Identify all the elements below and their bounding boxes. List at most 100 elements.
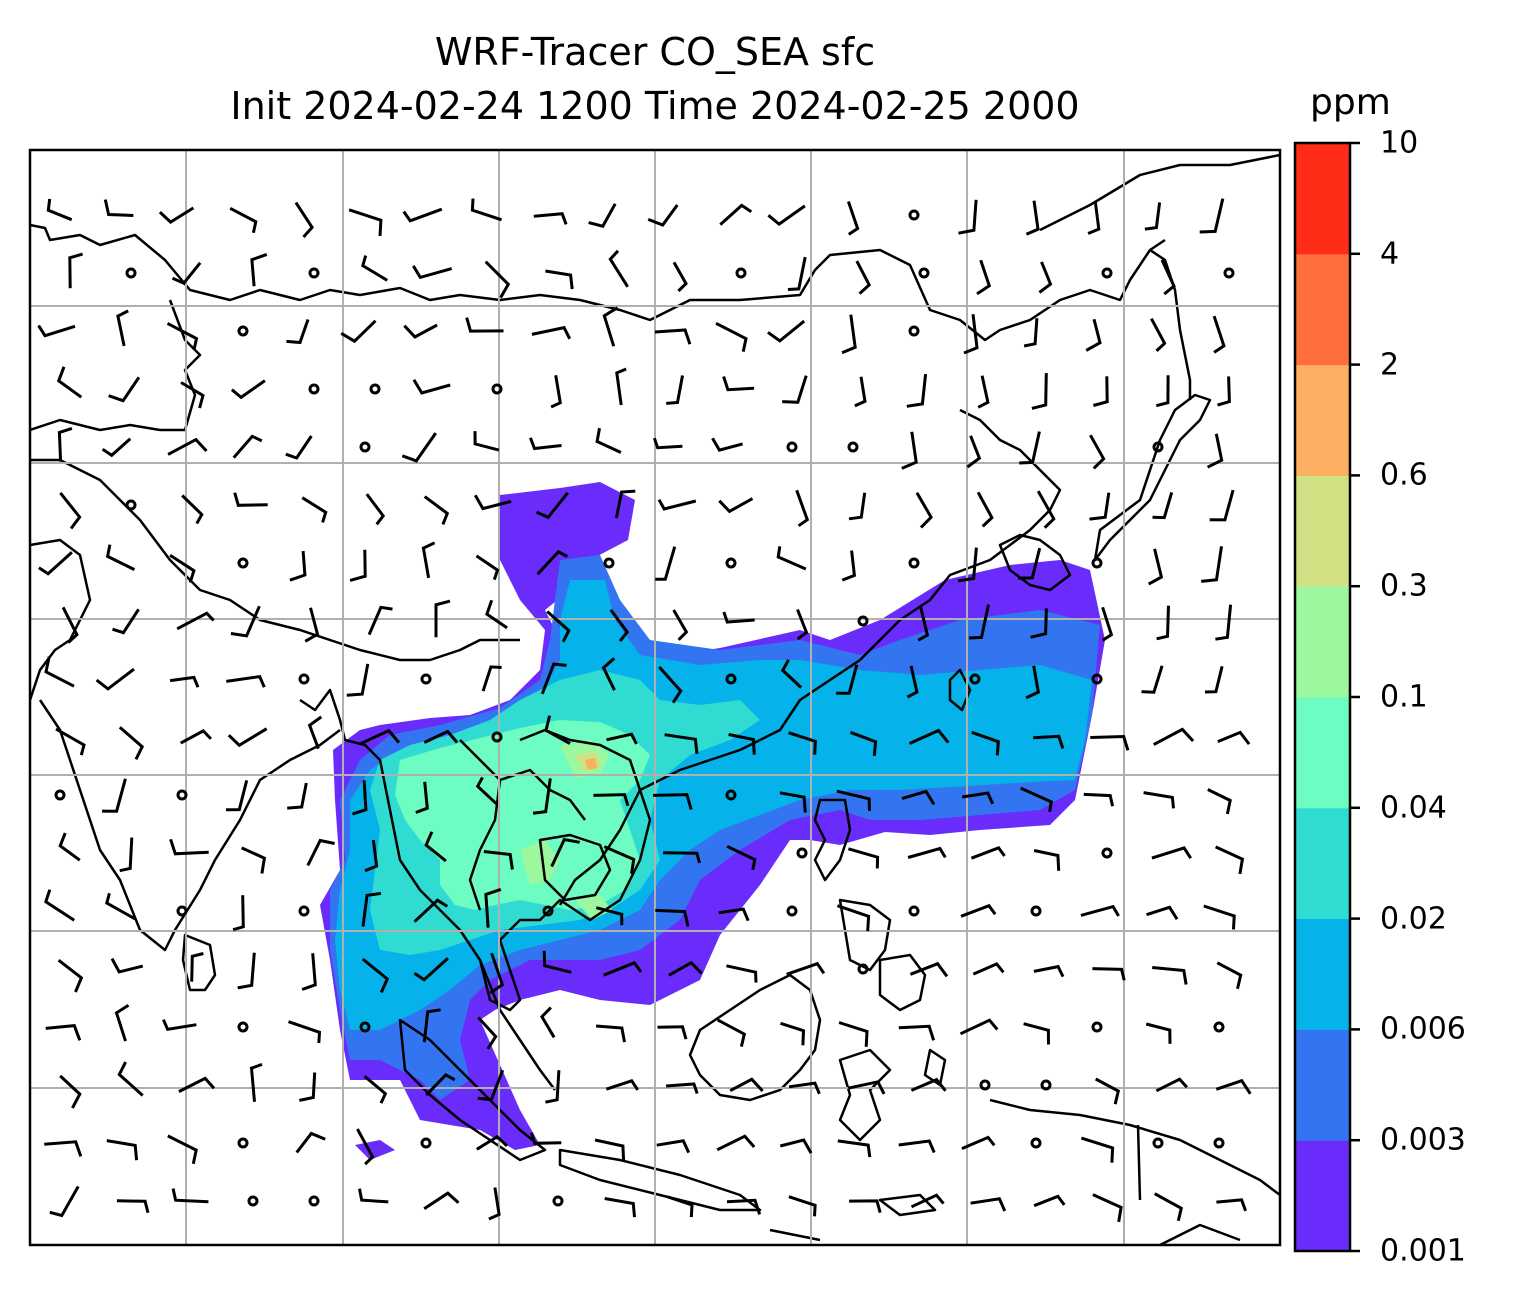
wind-barb: [1206, 433, 1224, 469]
wind-barb: [57, 426, 73, 462]
wind-barb: [473, 431, 500, 452]
wind-barb: [604, 1197, 636, 1218]
wind-barb: [1201, 546, 1223, 583]
wind-barb: [295, 1131, 326, 1154]
wind-barb: [779, 791, 807, 813]
wind-barb: [605, 1079, 639, 1091]
calm-wind-marker: [969, 673, 981, 685]
coast-russia-pacific: [1039, 153, 1280, 232]
calm-wind-marker: [908, 325, 920, 337]
wind-barb: [1143, 791, 1175, 809]
wind-barb: [421, 541, 436, 579]
wind-barb: [1094, 1077, 1121, 1105]
wind-barb: [110, 957, 144, 974]
calm-wind-marker: [237, 1137, 249, 1149]
wind-barb: [116, 309, 129, 347]
calm-wind-marker: [491, 731, 503, 743]
wind-barb: [848, 492, 867, 521]
wind-barb: [788, 1195, 817, 1217]
calm-wind-marker: [786, 441, 798, 453]
wind-barb: [976, 259, 992, 296]
calm-wind-marker: [420, 1137, 432, 1149]
wind-barb: [658, 666, 683, 704]
wind-barb: [961, 791, 995, 805]
wind-barb: [536, 549, 569, 576]
wind-barb: [729, 1077, 764, 1093]
wind-barb: [540, 662, 567, 695]
wind-barb: [105, 892, 136, 921]
wind-barb: [106, 1139, 139, 1161]
wind-barb: [180, 381, 205, 409]
wind-barb: [46, 198, 73, 222]
wind-barb: [1146, 905, 1179, 921]
wind-barb: [1030, 608, 1048, 639]
wind-barb: [545, 269, 574, 290]
wind-barb: [489, 952, 505, 995]
wind-barb: [667, 1195, 694, 1218]
wind-barb: [304, 607, 320, 643]
wind-barb: [425, 1073, 456, 1097]
colorbar-unit: ppm: [1310, 82, 1391, 123]
calm-wind-marker: [1091, 557, 1103, 569]
colorbar-tick-label: 0.3: [1380, 568, 1428, 604]
colorbar: [1293, 141, 1360, 1253]
calm-wind-marker: [542, 905, 554, 917]
wind-barb: [786, 961, 826, 976]
wind-barb: [465, 317, 504, 333]
colorbar-tick-label: 0.1: [1380, 679, 1428, 715]
co-tracer-plume: [320, 482, 1105, 1160]
wind-barb: [550, 374, 562, 409]
wind-barb: [230, 379, 266, 400]
wind-barb: [1160, 259, 1176, 296]
wind-barb: [1085, 318, 1102, 352]
wind-barb: [796, 608, 809, 641]
wind-barb: [854, 376, 867, 408]
calm-wind-marker: [786, 905, 798, 917]
wind-barb: [360, 728, 401, 745]
wind-barb: [56, 366, 83, 399]
wind-barb: [1199, 198, 1225, 234]
calm-wind-marker: [1213, 1137, 1225, 1149]
wind-barb: [908, 728, 950, 745]
calm-wind-marker: [1091, 1021, 1103, 1033]
wind-barb: [307, 715, 323, 750]
wind-barb: [1093, 376, 1109, 407]
wind-barb: [55, 727, 86, 756]
wind-barb: [652, 437, 683, 450]
wind-barb: [226, 674, 266, 688]
wind-barb: [958, 199, 978, 235]
wind-barb: [68, 252, 84, 289]
coast-sakhalin: [1149, 248, 1192, 400]
calm-wind-marker: [369, 383, 381, 395]
wind-barb: [672, 261, 688, 293]
wind-barb: [595, 427, 622, 454]
wind-barb: [970, 845, 1006, 860]
wind-barb: [190, 952, 204, 982]
coast-visayas: [838, 898, 892, 972]
wind-barb: [719, 203, 753, 226]
wind-barb: [1017, 547, 1042, 580]
wind-barb: [901, 789, 936, 806]
wind-barb: [57, 959, 84, 993]
calm-wind-marker: [725, 557, 737, 569]
wind-barb: [606, 732, 638, 745]
wind-barb: [836, 664, 859, 695]
wind-barb: [546, 610, 571, 643]
wind-barb: [45, 1023, 82, 1041]
wind-barb: [780, 659, 803, 689]
wind-barb: [105, 544, 136, 571]
calm-wind-marker: [298, 905, 310, 917]
wind-barb: [1156, 605, 1170, 641]
coast-malay-peninsula: [478, 959, 556, 1091]
coast-china-east: [859, 408, 1062, 661]
plume-layer-01: [520, 840, 560, 885]
wind-barb: [655, 546, 677, 581]
map-title-line1: WRF-Tracer CO_SEA sfc: [434, 30, 876, 74]
colorbar-tick-label: 0.6: [1380, 457, 1428, 493]
wind-barb: [166, 322, 199, 350]
calm-wind-marker: [308, 1195, 320, 1207]
wind-barb: [423, 729, 459, 744]
wind-barb: [1215, 604, 1233, 641]
wind-barb: [898, 1024, 936, 1041]
calm-wind-marker: [857, 615, 869, 627]
